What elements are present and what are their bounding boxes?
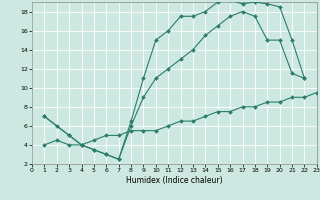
X-axis label: Humidex (Indice chaleur): Humidex (Indice chaleur) — [126, 176, 223, 185]
